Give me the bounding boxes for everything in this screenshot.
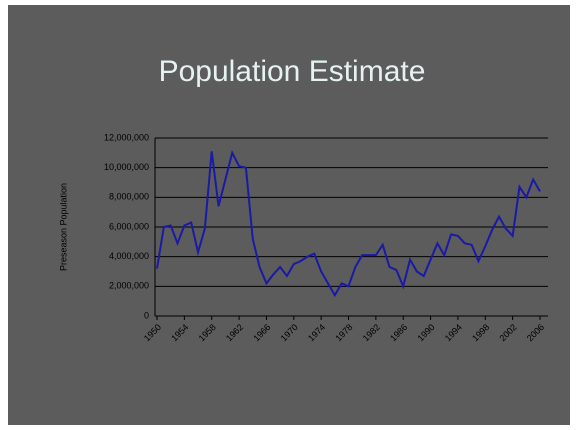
y-tick-label: 2,000,000 — [109, 281, 149, 291]
y-tick-label: 4,000,000 — [109, 251, 149, 261]
y-tick-label: 6,000,000 — [109, 221, 149, 231]
y-tick-label: 8,000,000 — [109, 192, 149, 202]
y-tick-label: 10,000,000 — [104, 162, 149, 172]
chart-title: Population Estimate — [159, 55, 426, 88]
y-axis-label: Preseason Population — [58, 183, 68, 271]
data-line — [156, 150, 541, 298]
slide-background — [8, 5, 570, 425]
y-tick-label: 12,000,000 — [104, 132, 149, 142]
y-tick-label: 0 — [144, 310, 149, 320]
